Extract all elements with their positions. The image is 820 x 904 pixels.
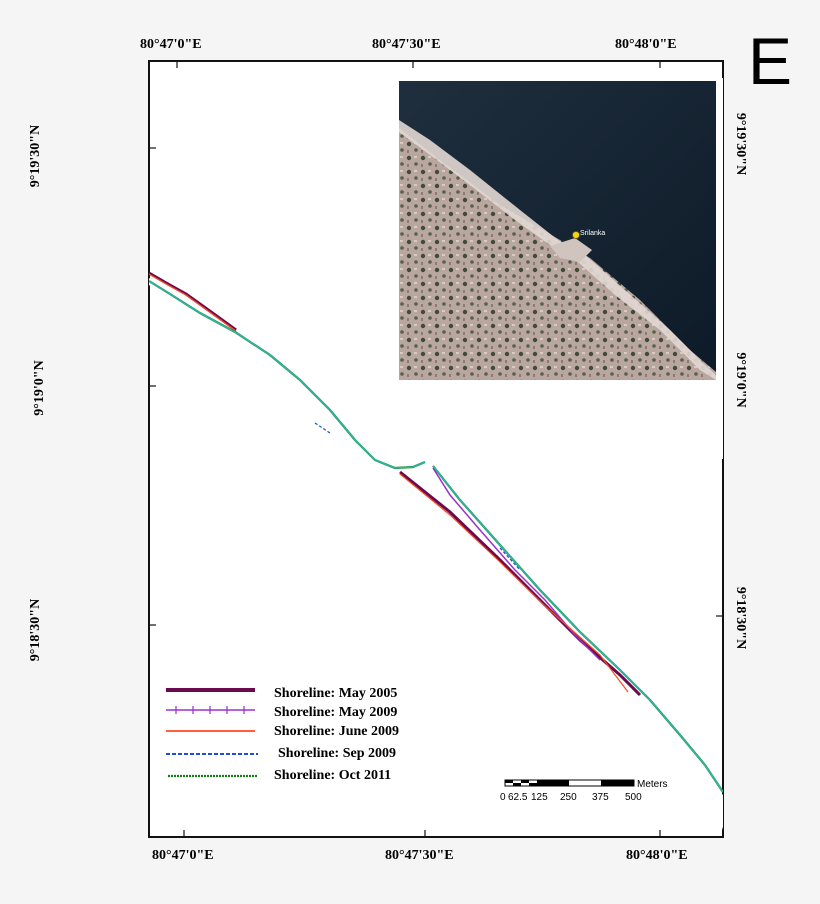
shoreline-june2009-lower [399,473,629,693]
legend-label-june2009: Shoreline: June 2009 [274,724,399,739]
legend: Shoreline: May 2005 Shoreline: May 2009 … [166,686,399,783]
legend-label-may2005: Shoreline: May 2005 [274,686,397,701]
top-axis-label-3: 80°48'0"E [615,37,677,52]
scale-tick-3: 250 [560,792,577,803]
inset-place-label: Srilanka [580,230,605,237]
frame-ticks [149,61,723,837]
shoreline-may2005-lower [399,470,642,697]
shoreline-oct2011-upper-overlay [149,280,426,469]
shoreline-sep2009-upper [314,422,331,434]
top-axis-label-2: 80°47'30"E [372,37,441,52]
legend-label-oct2011: Shoreline: Oct 2011 [274,768,391,783]
legend-label-may2009: Shoreline: May 2009 [274,705,397,720]
scale-tick-4: 375 [592,792,609,803]
shoreline-june2009-upper [149,273,237,332]
top-axis-label-1: 80°47'0"E [140,37,202,52]
shoreline-may2009-lower [432,467,601,661]
satellite-inset: Srilanka [398,78,723,459]
scale-bar: Meters 0 62.5 125 250 375 500 [500,779,668,803]
bottom-axis-label-2: 80°47'30"E [385,848,454,863]
scale-tick-2: 125 [531,792,548,803]
scale-unit: Meters [637,779,668,790]
bottom-axis-label-1: 80°47'0"E [152,848,214,863]
panel-letter: E [748,24,793,98]
bottom-axis-label-3: 80°48'0"E [626,848,688,863]
scale-tick-1: 62.5 [508,792,528,803]
legend-swatch-may2009 [166,706,255,714]
legend-label-sep2009: Shoreline: Sep 2009 [278,746,396,761]
shoreline-may2005-upper [149,271,237,332]
scale-tick-0: 0 [500,792,506,803]
shoreline-oct2011-lower-overlay [432,465,723,793]
scale-tick-5: 500 [625,792,642,803]
